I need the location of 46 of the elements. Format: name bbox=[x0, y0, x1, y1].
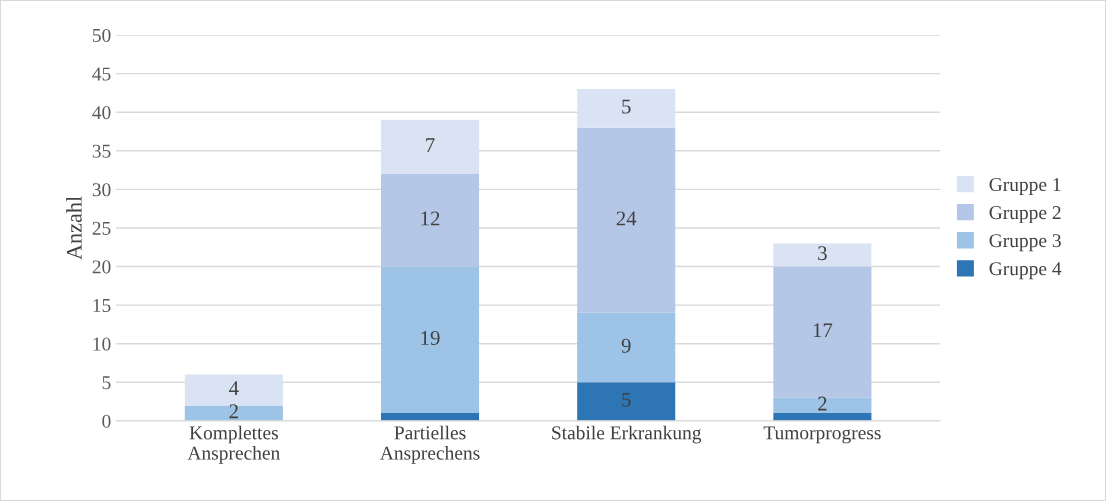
x-tick-label: Komplettes Ansprechen bbox=[187, 425, 280, 464]
bar bbox=[773, 413, 872, 421]
legend-label: Gruppe 3 bbox=[989, 234, 1061, 252]
bar bbox=[773, 397, 872, 414]
x-tick-label: Partielles Ansprechens bbox=[380, 425, 480, 464]
bar bbox=[380, 413, 480, 421]
y-tick-label: 50 bbox=[92, 28, 111, 43]
data-label: 5 bbox=[622, 99, 631, 114]
x-tick-label: Tumorprogress bbox=[763, 426, 881, 444]
bar bbox=[773, 266, 872, 398]
data-label: 3 bbox=[818, 246, 827, 261]
data-label: 7 bbox=[426, 138, 435, 152]
y-tick-label: 20 bbox=[92, 260, 111, 274]
data-label: 2 bbox=[818, 396, 827, 411]
y-tick-label: 5 bbox=[102, 376, 111, 390]
x-tick-label: Stabile Erkrankung bbox=[552, 425, 702, 444]
legend-label: Gruppe 2 bbox=[989, 206, 1061, 224]
y-tick-label: 35 bbox=[92, 144, 111, 158]
data-label: 24 bbox=[616, 211, 637, 226]
bar bbox=[380, 266, 480, 414]
bar bbox=[577, 312, 676, 383]
data-label: 19 bbox=[421, 331, 440, 346]
bar bbox=[380, 173, 480, 267]
bar bbox=[773, 243, 872, 267]
y-tick-label: 40 bbox=[92, 106, 111, 120]
y-tick-label: 30 bbox=[92, 183, 111, 197]
bar bbox=[184, 405, 283, 421]
bar bbox=[380, 119, 480, 174]
bar bbox=[577, 382, 676, 421]
data-label: 5 bbox=[622, 392, 631, 407]
data-label: 9 bbox=[621, 338, 631, 353]
y-tick-label: 45 bbox=[92, 67, 111, 81]
y-tick-label: 25 bbox=[92, 221, 111, 235]
legend-label: Gruppe 4 bbox=[989, 262, 1062, 280]
data-label: 4 bbox=[229, 381, 239, 395]
bar bbox=[184, 374, 283, 406]
y-tick-label: 0 bbox=[102, 414, 111, 428]
legend-label: Gruppe 1 bbox=[989, 178, 1061, 196]
y-tick-label: 15 bbox=[93, 299, 111, 313]
y-tick-label: 10 bbox=[93, 337, 111, 351]
data-label: 2 bbox=[229, 404, 238, 419]
data-label: 12 bbox=[421, 211, 440, 226]
bar bbox=[577, 127, 676, 313]
bar bbox=[577, 89, 676, 128]
data-label: 17 bbox=[813, 323, 833, 338]
y-axis-title: Anzahl bbox=[66, 196, 82, 260]
